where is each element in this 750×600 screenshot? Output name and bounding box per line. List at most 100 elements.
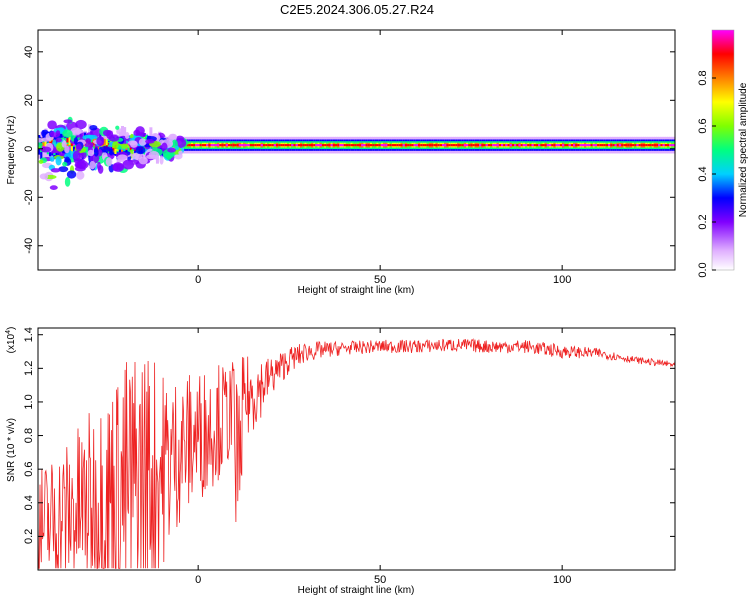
band-strip [446, 144, 450, 147]
colorbar-label: Normalized spectral amplitude [738, 82, 749, 217]
colorbar-frame [711, 29, 735, 271]
noise-blob [63, 119, 73, 124]
band-strip [354, 144, 358, 147]
noise-blob [39, 173, 49, 180]
spectrogram-axes: 0 50 100 -40 -20 0 20 40 [23, 30, 675, 286]
noise-blob [75, 163, 83, 168]
noise-blob [64, 145, 70, 154]
band-strip [474, 144, 478, 147]
band-strip [269, 144, 273, 147]
band-strip [645, 144, 649, 147]
band-strip [501, 144, 505, 147]
band-strip [400, 144, 404, 147]
noise-blob [64, 156, 70, 163]
band-strip [627, 144, 631, 147]
band-strip [498, 144, 502, 147]
band-strip [662, 144, 666, 147]
band-strip [623, 144, 627, 147]
band-strip [271, 144, 275, 147]
colorbar-tick-label: 0.0 [697, 262, 709, 277]
spectrogram-xlabel: Height of straight line (km) [298, 285, 415, 296]
band-strip [483, 144, 487, 147]
band-strip [258, 144, 262, 147]
noise-blob [66, 170, 77, 179]
band-strip [610, 144, 614, 147]
band-strip [514, 144, 518, 147]
band-strip [553, 144, 557, 147]
band-strip [439, 144, 443, 147]
band-strip [608, 144, 612, 147]
noise-blob [115, 125, 120, 130]
noise-blob [148, 151, 160, 159]
band-strip [221, 144, 225, 147]
band-strip [313, 144, 317, 147]
band-strip [529, 144, 533, 147]
y-tick-label: 1.4 [23, 327, 35, 342]
band-strip [461, 144, 465, 147]
band-strip [101, 141, 105, 151]
band-strip [190, 144, 194, 147]
noise-blob [47, 120, 57, 130]
y-tick-label: 20 [23, 94, 35, 106]
band-strip [618, 144, 622, 147]
band-strip [308, 144, 312, 147]
band-strip [230, 144, 234, 147]
band-strip [656, 144, 660, 147]
y-tick-label: -20 [23, 189, 35, 205]
band-strip [466, 144, 470, 147]
band-strip [579, 144, 583, 147]
band-strip [538, 144, 542, 147]
band-strip [527, 144, 531, 147]
snr-multiplier: (x104) [5, 327, 17, 354]
noise-blob [75, 143, 82, 152]
x-tick-label: 0 [195, 274, 201, 286]
noise-blob [89, 124, 98, 131]
band-strip [444, 144, 448, 147]
band-strip [418, 144, 422, 147]
noise-blob [119, 143, 130, 149]
band-strip [450, 144, 454, 147]
band-strip [116, 140, 120, 145]
band-strip [603, 144, 607, 147]
noise-blob [106, 130, 114, 140]
band-strip [404, 144, 408, 147]
band-strip [660, 144, 664, 147]
band-strip [516, 144, 520, 147]
band-strip [260, 144, 264, 147]
band-strip [452, 144, 456, 147]
band-strip [238, 144, 242, 147]
band-strip [601, 144, 605, 147]
noise-blob [62, 161, 68, 167]
band-strip [651, 144, 655, 147]
x-tick-label: 100 [553, 274, 571, 286]
band-strip [280, 144, 284, 147]
band-strip [671, 144, 675, 147]
band-strip [339, 144, 343, 147]
colorbar: 0.0 0.2 0.4 0.6 0.8 Normalized spectral ampl… [697, 29, 749, 278]
band-strip [225, 144, 229, 147]
band-strip [398, 144, 402, 147]
noise-blob [116, 154, 128, 162]
band-strip [629, 144, 633, 147]
band-strip [653, 144, 657, 147]
band-strip [533, 144, 537, 147]
band-strip [485, 144, 489, 147]
band-strip [328, 144, 332, 147]
band-strip [326, 144, 330, 147]
band-strip [129, 147, 133, 151]
band-strip [420, 144, 424, 147]
band-strip [555, 144, 559, 147]
band-strip [356, 144, 360, 147]
band-strip [542, 144, 546, 147]
band-strip [658, 144, 662, 147]
band-strip [518, 144, 522, 147]
colorbar-tick-label: 0.6 [697, 118, 709, 133]
band-strip [289, 144, 293, 147]
band-strip [459, 144, 463, 147]
band-strip [564, 144, 568, 147]
band-strip [365, 144, 369, 147]
band-strip [535, 144, 539, 147]
band-strip [411, 144, 415, 147]
noise-blob [169, 133, 178, 140]
